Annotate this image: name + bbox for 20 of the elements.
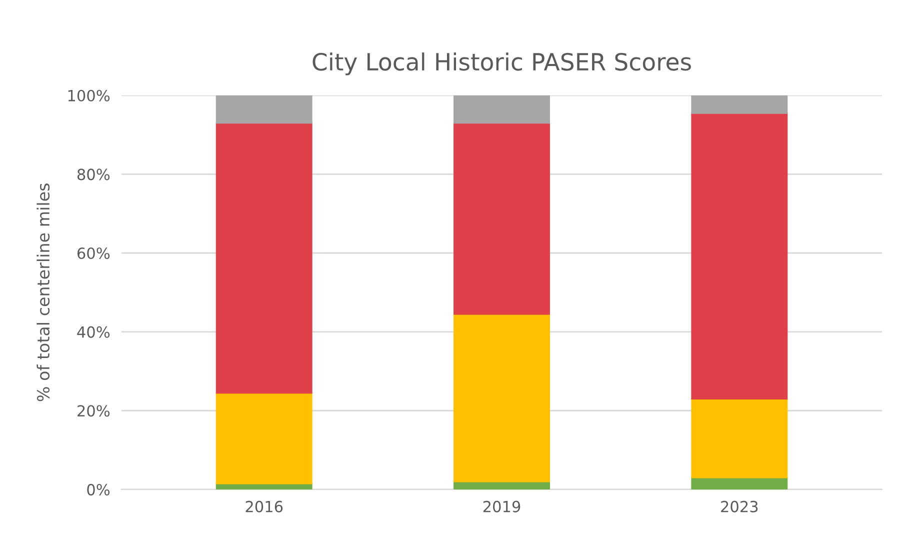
y-tick-label: 100% (68, 90, 110, 102)
y-tick-label: 40% (77, 326, 110, 338)
x-tick-label: 2016 (246, 500, 283, 512)
y-tick-label: 80% (77, 168, 110, 180)
y-tick-label: 60% (78, 247, 110, 260)
bar (216, 95, 312, 124)
x-tick-label: 2019 (483, 500, 520, 512)
y-tick-label: 0% (87, 484, 110, 496)
bar (691, 398, 788, 478)
bar (216, 122, 312, 394)
bar (454, 313, 550, 482)
bar (216, 392, 312, 484)
chart-title: City Local Historic PASER Scores (312, 52, 691, 76)
bar (691, 95, 788, 114)
bar (454, 122, 550, 315)
bar (691, 112, 788, 400)
x-tick-label: 2023 (721, 500, 758, 512)
y-tick-label: 20% (78, 405, 110, 417)
bar (454, 95, 550, 124)
y-axis-title: % of total centerline miles (36, 184, 50, 402)
